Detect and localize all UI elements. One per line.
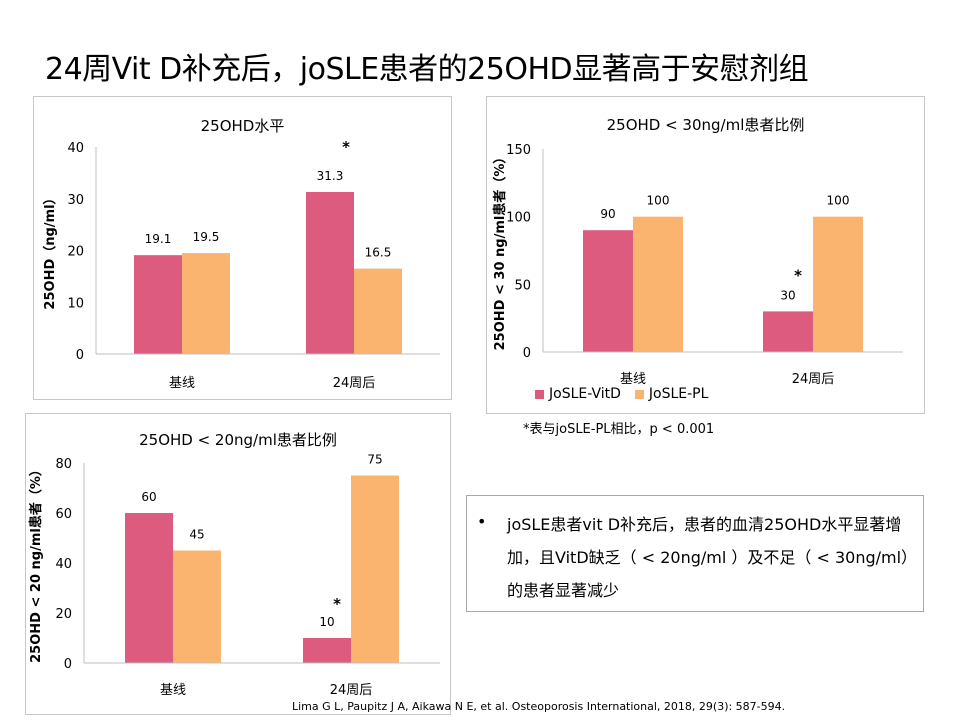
data-label: 16.5 (365, 246, 392, 260)
chart-panel-below-20: 25OHD < 20ng/ml患者比例 0 20 40 60 80 25OHD < 20 n… (25, 413, 451, 715)
bullet-icon: • (477, 512, 487, 531)
x-category-label: 24周后 (792, 372, 835, 387)
y-tick-label: 60 (55, 507, 72, 522)
data-bar (134, 255, 182, 354)
data-label: 60 (141, 490, 156, 504)
data-bar (813, 216, 863, 352)
legend-swatch-pl (634, 389, 644, 399)
y-axis-title: 25OHD（ng/ml） (42, 191, 58, 309)
data-bar (354, 268, 402, 354)
data-bar (303, 638, 351, 663)
data-label: 19.1 (145, 232, 172, 246)
data-bar (125, 513, 173, 663)
y-tick-label: 40 (67, 141, 84, 156)
y-tick-label: 0 (76, 348, 84, 363)
data-bar (583, 230, 633, 352)
data-label: 10 (319, 615, 334, 629)
chart-25ohd-level: 25OHD水平 0 10 20 30 40 25OHD（ng/ml） 基线 19.1 19.5 24… (42, 117, 440, 391)
summary-callout: • joSLE患者vit D补充后，患者的血清25OHD水平显著增加，且VitD… (466, 495, 924, 612)
summary-text: joSLE患者vit D补充后，患者的血清25OHD水平显著增加，且VitD缺乏… (507, 515, 910, 600)
y-tick-label: 80 (55, 457, 72, 472)
legend-item-vitd: JoSLE-VitD (535, 386, 621, 402)
y-tick-label: 30 (67, 193, 84, 208)
chart-panel-25ohd-level: 25OHD水平 0 10 20 30 40 25OHD（ng/ml） 基线 19.1 19.5 24… (33, 96, 452, 400)
legend-item-pl: JoSLE-PL (634, 386, 709, 402)
legend-swatch-vitd (535, 389, 544, 399)
data-bar (763, 311, 813, 352)
slide-title: 24周Vit D补充后，joSLE患者的25OHD显著高于安慰剂组 (45, 52, 809, 87)
significance-footnote: *表与joSLE-PL相比，p < 0.001 (523, 422, 715, 437)
x-category-label: 24周后 (330, 683, 373, 698)
x-category-label: 基线 (620, 372, 646, 387)
data-label: 30 (780, 288, 795, 302)
data-label: 19.5 (193, 230, 220, 244)
y-tick-label: 0 (64, 657, 72, 672)
y-axis-title: 25OHD < 30 ng/ml患者（%） (492, 151, 508, 351)
reference-citation: Lima G L, Paupitz J A, Aikawa N E, et al… (292, 700, 786, 713)
data-label: 31.3 (317, 169, 344, 183)
data-label: 90 (600, 207, 615, 221)
data-label: 100 (827, 194, 850, 208)
legend-label-pl: JoSLE-PL (648, 386, 709, 402)
y-tick-label: 10 (67, 296, 84, 311)
data-label: 45 (189, 528, 204, 542)
data-label: 75 (367, 453, 382, 467)
data-bar (173, 550, 221, 663)
x-category-label: 24周后 (333, 376, 376, 391)
y-axis-title: 25OHD < 20 ng/ml患者（%） (28, 463, 44, 663)
y-tick-label: 100 (506, 211, 531, 226)
chart-legend: JoSLE-VitD JoSLE-PL (535, 386, 708, 402)
data-bar (306, 192, 354, 354)
chart-title: 25OHD水平 (201, 117, 285, 135)
chart-title: 25OHD < 30ng/ml患者比例 (607, 116, 805, 134)
significance-star: * (333, 595, 341, 613)
x-category-label: 基线 (160, 683, 186, 698)
y-tick-label: 20 (55, 607, 72, 622)
y-tick-label: 20 (67, 245, 84, 260)
data-bar (633, 216, 683, 352)
data-bar (182, 253, 230, 354)
data-bar (351, 475, 399, 663)
y-tick-label: 150 (506, 143, 531, 158)
legend-label-vitd: JoSLE-VitD (549, 386, 621, 402)
chart-below-20: 25OHD < 20ng/ml患者比例 0 20 40 60 80 25OHD < 20 n… (28, 431, 440, 698)
y-tick-label: 50 (514, 278, 531, 293)
y-tick-label: 0 (523, 346, 531, 361)
chart-title: 25OHD < 20ng/ml患者比例 (139, 431, 337, 449)
x-category-label: 基线 (169, 376, 195, 391)
data-label: 100 (647, 194, 670, 208)
chart-panel-below-30: 25OHD < 30ng/ml患者比例 0 50 100 150 25OHD < 30 n… (486, 96, 925, 414)
y-tick-label: 40 (55, 557, 72, 572)
significance-star: * (342, 138, 350, 156)
significance-star: * (794, 266, 802, 284)
